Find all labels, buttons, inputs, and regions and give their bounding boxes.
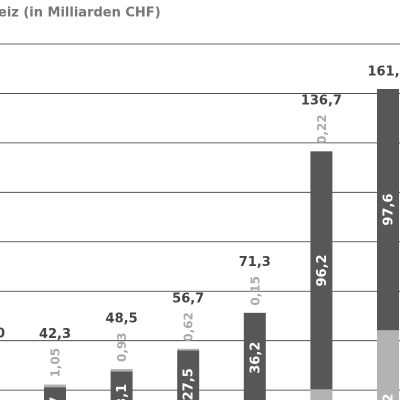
bar-segment bbox=[310, 151, 333, 390]
segment-label: 20,7 bbox=[49, 397, 64, 400]
segment-label: 0,15 bbox=[248, 276, 262, 306]
segment-label: 0,22 bbox=[315, 114, 329, 144]
chart-title: eiz (in Milliarden CHF) bbox=[0, 6, 161, 21]
annotation: 0 bbox=[0, 327, 5, 342]
bar-segment bbox=[243, 312, 266, 400]
total-label: 136,7 bbox=[301, 93, 342, 108]
segment-label: 0,93 bbox=[115, 332, 129, 362]
total-label: 71,3 bbox=[239, 255, 271, 270]
total-label: 161,8 bbox=[367, 64, 400, 79]
bar-segment bbox=[377, 330, 399, 400]
bar-segment bbox=[110, 369, 133, 372]
bar-segment bbox=[310, 389, 333, 400]
segment-label: 27,5 bbox=[182, 368, 197, 400]
segment-label: 0,62 bbox=[182, 312, 196, 342]
segment-label: 1,05 bbox=[49, 348, 63, 378]
bar-segment bbox=[44, 384, 66, 388]
total-label: 48,5 bbox=[106, 312, 138, 327]
segment-label: 97,6 bbox=[382, 194, 397, 226]
bar-segment bbox=[377, 88, 399, 331]
segment-label: 36,2 bbox=[248, 342, 263, 374]
segment-label: 64,2 bbox=[382, 394, 397, 400]
total-label: 56,7 bbox=[172, 291, 204, 306]
bar-segment bbox=[44, 387, 66, 400]
total-label: 42,3 bbox=[39, 327, 71, 342]
bar-segment bbox=[177, 350, 200, 400]
segment-label: 23,1 bbox=[115, 384, 130, 400]
segment-label: 96,2 bbox=[315, 254, 330, 286]
bar-segment bbox=[177, 348, 200, 351]
bar-segment bbox=[110, 371, 133, 400]
bar-segment bbox=[310, 150, 333, 152]
